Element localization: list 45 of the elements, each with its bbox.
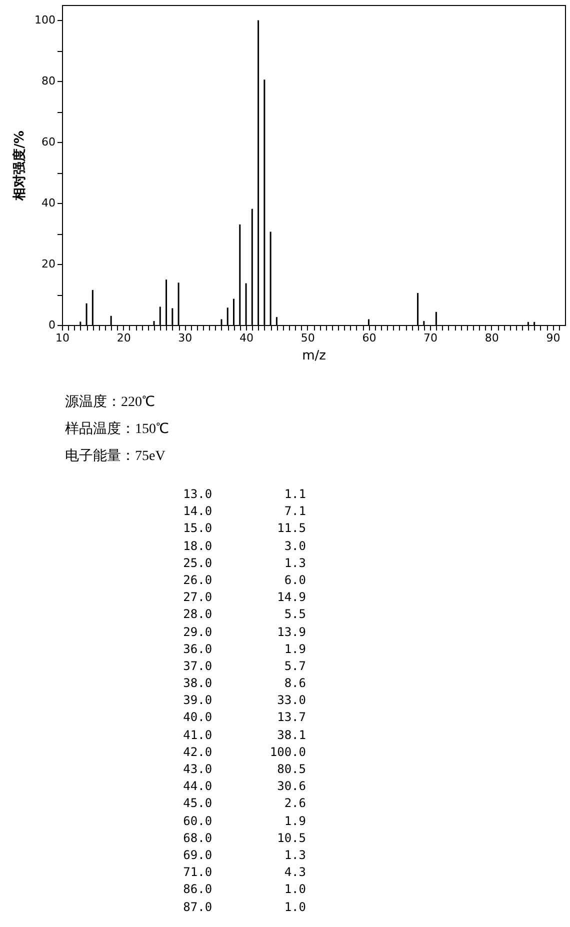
y-tick-label: 20: [42, 258, 56, 271]
text: 28.0 5.5: [183, 607, 306, 624]
text: 26.0 6.0: [183, 572, 306, 589]
text: 86.0 1.0: [183, 882, 306, 898]
x-tick-label: 80: [484, 332, 499, 344]
text: 样品温度：150℃: [65, 420, 169, 439]
x-tick-label: 30: [178, 332, 192, 344]
x-tick-label: 10: [56, 332, 70, 344]
text: 14.0 7.1: [183, 504, 306, 520]
text: 25.0 1.3: [183, 556, 306, 572]
text: 42.0 100.0: [183, 744, 306, 761]
y-tick-label: 0: [48, 318, 56, 332]
x-tick-label: 20: [116, 332, 131, 344]
text: 41.0 38.1: [183, 728, 306, 744]
text: 45.0 2.6: [183, 796, 306, 812]
text: 37.0 5.7: [183, 658, 306, 675]
text: 87.0 1.0: [183, 900, 306, 916]
x-tick-label: 70: [424, 332, 438, 344]
text: 43.0 80.5: [183, 762, 306, 778]
y-tick-label: 40: [42, 196, 56, 210]
text: 60.0 1.9: [183, 814, 306, 830]
y-tick-label: 60: [42, 136, 56, 149]
text: 38.0 8.6: [183, 676, 306, 692]
text: 源温度：220℃: [65, 393, 156, 412]
text: 44.0 30.6: [183, 779, 306, 796]
text: 71.0 4.3: [183, 865, 306, 882]
y-tick-label: 100: [34, 14, 56, 27]
text: 36.0 1.9: [183, 642, 306, 658]
text: 69.0 1.3: [183, 848, 306, 864]
x-axis-title: m/z: [302, 348, 326, 364]
text: 18.0 3.0: [183, 538, 306, 555]
text: 39.0 33.0: [183, 693, 306, 710]
text: 40.0 13.7: [183, 710, 306, 726]
x-tick-label: 50: [300, 332, 315, 344]
x-tick-label: 40: [240, 332, 254, 344]
x-tick-label: 60: [362, 332, 376, 344]
text: 27.0 14.9: [183, 590, 306, 606]
y-tick-label: 80: [42, 74, 56, 88]
text: 15.0 11.5: [183, 521, 306, 538]
text: 68.0 10.5: [183, 830, 306, 847]
y-axis-title: 相对强度/%: [12, 130, 28, 202]
text: 29.0 13.9: [183, 624, 306, 640]
text: 电子能量：75eV: [65, 448, 166, 466]
text: 13.0 1.1: [183, 487, 306, 503]
x-tick-label: 90: [546, 332, 560, 344]
